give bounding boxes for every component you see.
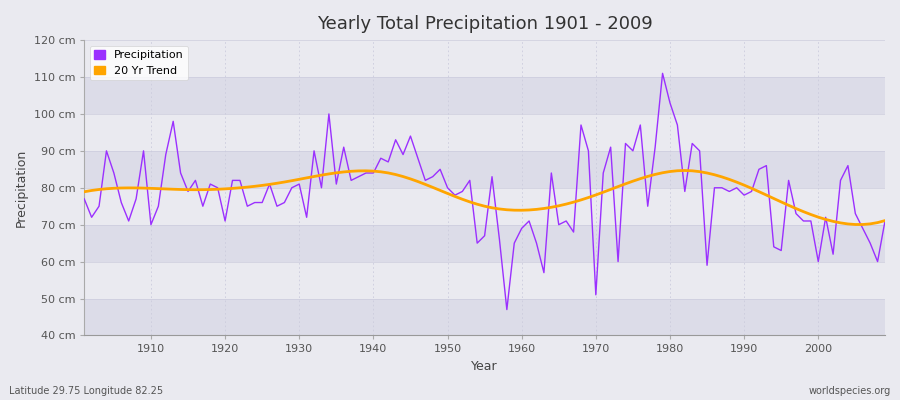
- Bar: [85, 77, 885, 114]
- Text: worldspecies.org: worldspecies.org: [809, 386, 891, 396]
- Precipitation: [879, 218, 890, 223]
- Precipitation: [501, 307, 512, 312]
- 20 Yr Trend: [606, 187, 616, 192]
- 20 Yr Trend: [302, 176, 312, 180]
- X-axis label: Year: Year: [472, 360, 498, 373]
- 20 Yr Trend: [680, 168, 690, 173]
- 20 Yr Trend: [138, 186, 148, 190]
- Bar: [85, 298, 885, 336]
- 20 Yr Trend: [346, 169, 356, 174]
- Text: Latitude 29.75 Longitude 82.25: Latitude 29.75 Longitude 82.25: [9, 386, 163, 396]
- Precipitation: [302, 215, 312, 220]
- Bar: [85, 151, 885, 188]
- Precipitation: [138, 148, 148, 153]
- 20 Yr Trend: [850, 222, 860, 227]
- Precipitation: [657, 71, 668, 76]
- Line: 20 Yr Trend: 20 Yr Trend: [85, 170, 885, 224]
- Precipitation: [613, 259, 624, 264]
- 20 Yr Trend: [508, 208, 519, 212]
- Precipitation: [517, 226, 527, 231]
- Bar: [85, 225, 885, 262]
- Title: Yearly Total Precipitation 1901 - 2009: Yearly Total Precipitation 1901 - 2009: [317, 15, 652, 33]
- Legend: Precipitation, 20 Yr Trend: Precipitation, 20 Yr Trend: [90, 46, 188, 80]
- 20 Yr Trend: [79, 189, 90, 194]
- Precipitation: [346, 178, 356, 183]
- Y-axis label: Precipitation: Precipitation: [15, 149, 28, 227]
- 20 Yr Trend: [517, 208, 527, 213]
- Precipitation: [79, 196, 90, 201]
- Precipitation: [524, 218, 535, 223]
- 20 Yr Trend: [879, 218, 890, 223]
- Line: Precipitation: Precipitation: [85, 73, 885, 310]
